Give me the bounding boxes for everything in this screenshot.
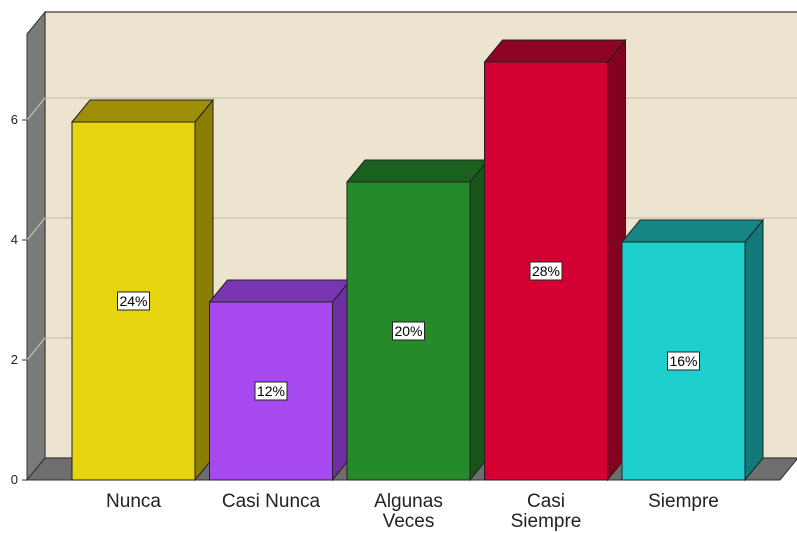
- bar-2: [345, 158, 490, 482]
- data-label: 16%: [669, 353, 697, 369]
- data-label-box: [529, 261, 563, 281]
- y-tick-label: 4: [11, 232, 18, 247]
- bar-top: [208, 279, 352, 303]
- data-label: 12%: [257, 383, 285, 399]
- y-tick-label: 6: [11, 112, 18, 127]
- x-tick-label: Casi Nunca: [222, 491, 321, 512]
- bar-1: [208, 278, 352, 482]
- x-tick-label: Nunca: [106, 491, 161, 512]
- data-label: 28%: [532, 263, 560, 279]
- x-tick-label: Veces: [383, 511, 435, 532]
- y-tick-label: 2: [11, 352, 18, 367]
- data-label: 20%: [394, 323, 422, 339]
- side-wall: [26, 10, 46, 482]
- data-labels: 24% 12% 20% 28% 16%: [117, 261, 700, 401]
- x-tick-label: Siempre: [511, 511, 582, 532]
- bars: [70, 38, 765, 482]
- data-label: 24%: [119, 293, 147, 309]
- data-label-box: [117, 291, 150, 311]
- x-axis: Nunca Casi Nunca AlgunasVecesCasiSiempreSi…: [106, 491, 719, 532]
- y-tick-label: 0: [11, 472, 18, 487]
- x-tick-label: Siempre: [648, 491, 719, 512]
- data-label-box: [667, 351, 700, 371]
- bar-4: [620, 218, 765, 482]
- bar-top: [483, 39, 627, 63]
- bar-3: [483, 38, 627, 482]
- bar-0: [70, 98, 215, 482]
- bar-top: [345, 159, 490, 183]
- data-label-box: [392, 321, 425, 341]
- data-label-box: [254, 381, 288, 401]
- bar-top: [620, 219, 765, 243]
- bar-side: [744, 218, 764, 482]
- x-tick-label: Algunas: [374, 491, 443, 512]
- x-tick-label: Casi: [527, 491, 565, 512]
- bar-top: [70, 99, 215, 123]
